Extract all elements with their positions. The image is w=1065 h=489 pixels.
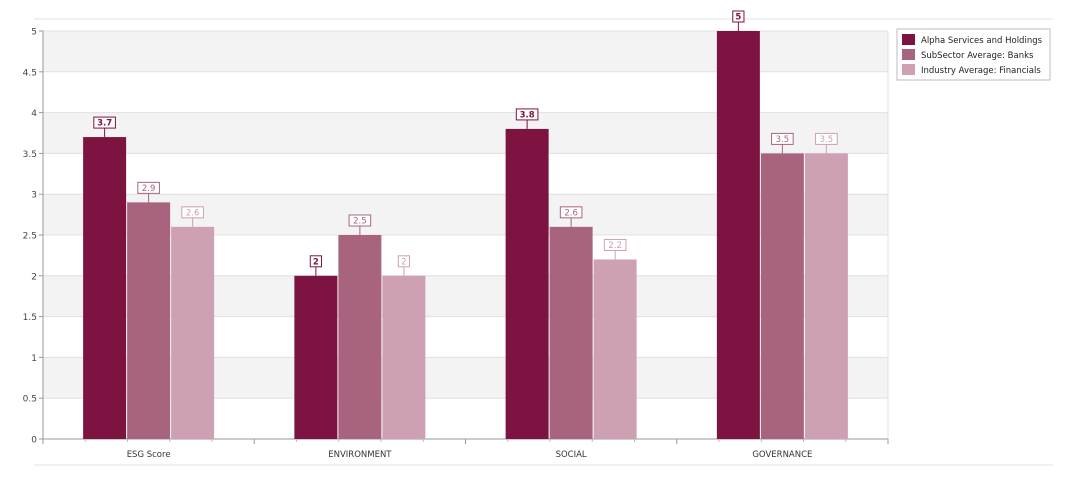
data-label-box <box>309 255 322 268</box>
y-tick-label: 2.5 <box>23 232 37 242</box>
data-label: 2.6 <box>564 208 578 218</box>
data-label-box <box>732 10 745 23</box>
data-label-box <box>515 108 539 121</box>
data-label: 5 <box>735 13 741 23</box>
plot-band <box>43 71 888 113</box>
data-label-box <box>137 181 160 194</box>
x-tick-label: ESG Score <box>127 450 171 460</box>
data-label-box <box>93 116 116 129</box>
data-label: 2.9 <box>142 184 156 194</box>
data-label: 2.5 <box>353 217 367 227</box>
bar[interactable] <box>294 275 338 439</box>
bar[interactable] <box>382 275 426 439</box>
y-tick-label: 1 <box>31 354 37 364</box>
legend-box <box>896 28 1051 81</box>
legend-swatch <box>902 49 915 60</box>
data-label-box <box>559 206 583 219</box>
data-label-box <box>348 214 372 227</box>
y-tick-label: 4 <box>31 109 37 119</box>
bar[interactable] <box>804 153 848 439</box>
y-tick-label: 4.5 <box>23 68 37 78</box>
legend-label: SubSector Average: Banks <box>921 51 1034 61</box>
bar[interactable] <box>83 137 127 439</box>
bar[interactable] <box>760 153 804 439</box>
data-label-box <box>397 255 410 268</box>
plot-band <box>43 112 888 154</box>
data-label: 2.2 <box>608 241 622 251</box>
bar[interactable] <box>127 202 171 439</box>
y-tick-label: 5 <box>31 28 37 38</box>
data-label-box <box>181 206 204 219</box>
y-tick-label: 0.5 <box>23 395 37 405</box>
legend-swatch <box>902 34 915 45</box>
legend-label: Alpha Services and Holdings <box>921 36 1043 46</box>
plot-band <box>43 31 888 72</box>
data-label: 3.5 <box>820 135 834 145</box>
y-tick-label: 1.5 <box>23 313 37 323</box>
data-label: 3.8 <box>520 110 535 120</box>
bar[interactable] <box>716 31 760 439</box>
data-label: 2 <box>401 257 406 267</box>
x-tick-label: SOCIAL <box>556 450 587 460</box>
bar[interactable] <box>338 235 382 439</box>
data-label: 2 <box>313 257 319 267</box>
x-tick-label: ENVIRONMENT <box>328 450 392 460</box>
bar[interactable] <box>505 128 549 440</box>
data-label-box <box>603 238 627 251</box>
y-tick-label: 0 <box>31 436 37 446</box>
data-label: 3.7 <box>97 119 112 129</box>
data-label-box <box>815 132 838 145</box>
x-tick-label: GOVERNANCE <box>752 450 812 460</box>
bar[interactable] <box>549 226 593 439</box>
legend-swatch <box>902 64 915 75</box>
bar[interactable] <box>171 226 215 439</box>
y-tick-label: 3.5 <box>23 150 37 160</box>
y-tick-label: 3 <box>31 191 37 201</box>
y-tick-label: 2 <box>31 272 37 282</box>
data-label: 3.5 <box>776 135 790 145</box>
data-label-box <box>771 132 794 145</box>
legend-label: Industry Average: Financials <box>921 66 1041 76</box>
bar[interactable] <box>593 259 637 439</box>
data-label: 2.6 <box>186 208 200 218</box>
